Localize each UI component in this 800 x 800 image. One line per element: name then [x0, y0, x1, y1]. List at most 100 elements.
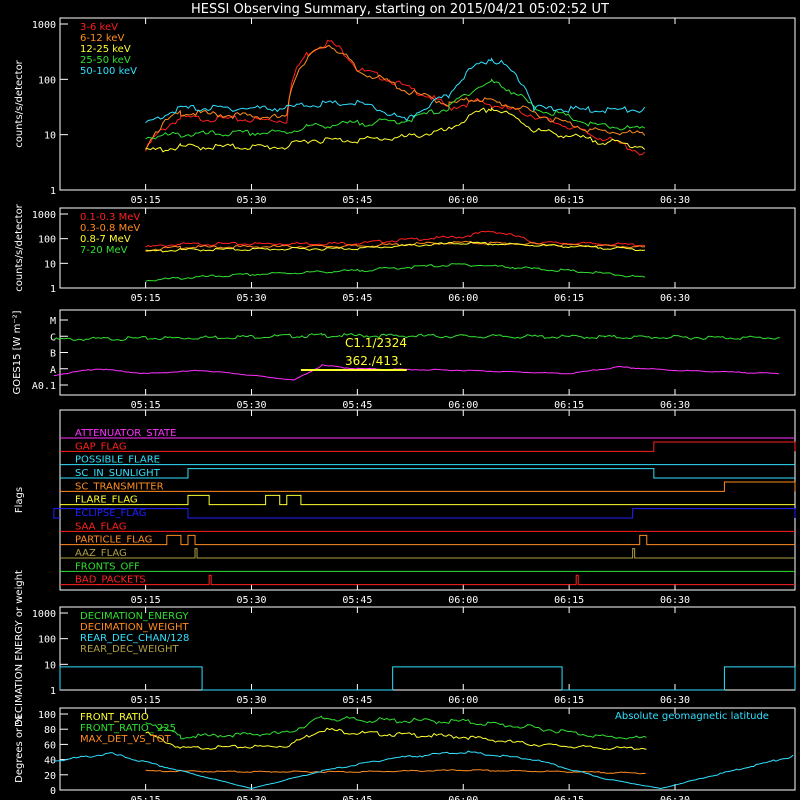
y-tick-label: 1000: [32, 20, 56, 31]
legend-entry: DECIMATION_ENERGY: [80, 611, 189, 622]
x-tick-label: 05:45: [342, 695, 372, 706]
panel-6: Degrees or % 05:15 05:30 05:45 06:00 06:15 06:…: [14, 707, 796, 800]
x-tick-label: 05:45: [342, 595, 372, 606]
y-tick-label: 80: [44, 725, 56, 736]
panel-3: GOES15 [W m⁻²] 05:15 05:30 05:45 06:00 06:15 0…: [12, 309, 796, 411]
geomag-latitude-label: Absolute geomagnetic latitude: [615, 711, 769, 722]
legend-entry: 0.8-7 MeV: [80, 234, 131, 245]
flag-trace: [53, 508, 796, 519]
series-line: [53, 364, 779, 381]
y-tick-label: M: [50, 316, 56, 327]
flag-label: POSSIBLE_FLARE: [75, 455, 160, 466]
legend-entry: 50-100 keV: [80, 66, 137, 77]
flag-label: SC_IN_SUNLIGHT: [75, 468, 161, 479]
series-line: [145, 39, 646, 156]
x-tick-label: 06:00: [448, 195, 478, 206]
y-tick-label: 10: [44, 660, 56, 671]
y-axis-label: Degrees or %: [14, 715, 25, 783]
legend-entry: 25-50 keV: [80, 55, 131, 66]
y-axis-label: counts/s/detector: [14, 203, 25, 291]
flare-class-annotation: C1.1/2324: [345, 336, 407, 350]
x-tick-label: 06:15: [554, 595, 584, 606]
legend-entry: REAR_DEC_WEIGHT: [80, 644, 179, 655]
y-tick-label: C: [50, 332, 56, 343]
series-line: [145, 769, 646, 775]
panel-frame: [59, 707, 796, 791]
series-line: [145, 241, 646, 253]
plot-title: HESSI Observing Summary, starting on 201…: [191, 2, 609, 17]
x-tick-label: 05:45: [342, 795, 372, 800]
x-tick-label: 06:30: [660, 293, 690, 304]
x-tick-label: 05:15: [131, 695, 161, 706]
series-line: [145, 230, 646, 248]
x-tick-label: 06:00: [448, 695, 478, 706]
y-tick-label: 10: [44, 259, 56, 270]
series-line: [145, 727, 647, 751]
flag-trace: [60, 534, 795, 546]
series-line: [145, 44, 646, 151]
y-tick-label: 100: [38, 235, 56, 246]
flag-label: ECLIPSE_FLAG: [75, 508, 146, 519]
flag-trace: [60, 548, 795, 559]
legend-entry: 12-25 keV: [80, 44, 131, 55]
x-tick-label: 06:00: [448, 795, 478, 800]
x-tick-label: 05:30: [236, 795, 266, 800]
panel-1: counts/s/detector 05:15 05:30 05:45 06:00 06:…: [14, 17, 796, 206]
x-tick-label: 05:30: [236, 595, 266, 606]
legend-entry: REAR_DEC_CHAN/128: [80, 633, 189, 644]
x-tick-label: 06:15: [554, 195, 584, 206]
x-tick-label: 05:45: [342, 195, 372, 206]
y-tick-label: A: [50, 365, 56, 376]
flag-label: FLARE_FLAG: [75, 495, 138, 506]
x-tick-label: 05:30: [236, 695, 266, 706]
legend-entry: 0.1-0.3 MeV: [80, 212, 140, 223]
panel-frame: [59, 409, 796, 591]
panel-frame: [59, 207, 796, 289]
series-line: [53, 332, 780, 342]
y-tick-label: B: [50, 349, 56, 360]
y-axis-label: Flags: [14, 487, 25, 513]
legend-entry: 6-12 keV: [80, 33, 124, 44]
series-line: [145, 78, 645, 140]
x-tick-label: 05:45: [342, 400, 372, 411]
y-tick-label: 1000: [32, 210, 56, 221]
x-tick-label: 05:15: [131, 595, 161, 606]
x-tick-label: 06:00: [448, 293, 478, 304]
flag-label: AAZ_FLAG: [75, 548, 127, 559]
x-tick-label: 06:30: [660, 695, 690, 706]
flag-label: SAA_FLAG: [75, 521, 126, 532]
x-tick-label: 06:00: [448, 400, 478, 411]
flag-label: SC_TRANSMITTER: [75, 481, 164, 492]
x-tick-label: 06:15: [554, 293, 584, 304]
y-tick-label: A0.1: [32, 381, 56, 392]
y-tick-label: 10: [44, 131, 56, 142]
x-tick-label: 06:15: [554, 695, 584, 706]
legend-entry: MAX_DET_VS_TOT: [80, 734, 172, 745]
legend-entry: 3-6 keV: [80, 22, 118, 33]
panel-frame: [59, 17, 796, 191]
x-tick-label: 06:00: [448, 595, 478, 606]
y-axis-label: DECIMATION ENERGY or weight: [14, 570, 25, 727]
flag-label: FRONTS_OFF: [75, 561, 140, 572]
x-tick-label: 05:15: [131, 795, 161, 800]
series-line: [145, 263, 646, 282]
legend-entry: FRONT_RATIO: [80, 712, 149, 723]
y-tick-label: 1: [50, 284, 56, 295]
y-tick-label: 40: [44, 756, 56, 767]
y-tick-label: 1: [50, 686, 56, 697]
legend-entry: FRONT_RATIO_ 225: [80, 723, 176, 734]
panel-frame: [59, 606, 796, 691]
legend-entry: DECIMATION_WEIGHT: [80, 622, 189, 633]
y-tick-label: 0: [50, 786, 56, 797]
x-tick-label: 06:15: [554, 795, 584, 800]
x-tick-label: 05:30: [236, 293, 266, 304]
x-tick-label: 05:45: [342, 293, 372, 304]
series-line: [145, 715, 647, 740]
y-tick-label: 100: [38, 635, 56, 646]
y-tick-label: 60: [44, 740, 56, 751]
panel-4: Flags 05:15 05:30 05:45 06:00 06:15 06:30 ATTEN…: [14, 409, 796, 606]
series-line: [145, 57, 646, 124]
y-tick-label: 1: [50, 186, 56, 197]
panel-5: DECIMATION ENERGY or weight 05:15 05:30 05:…: [14, 570, 796, 727]
